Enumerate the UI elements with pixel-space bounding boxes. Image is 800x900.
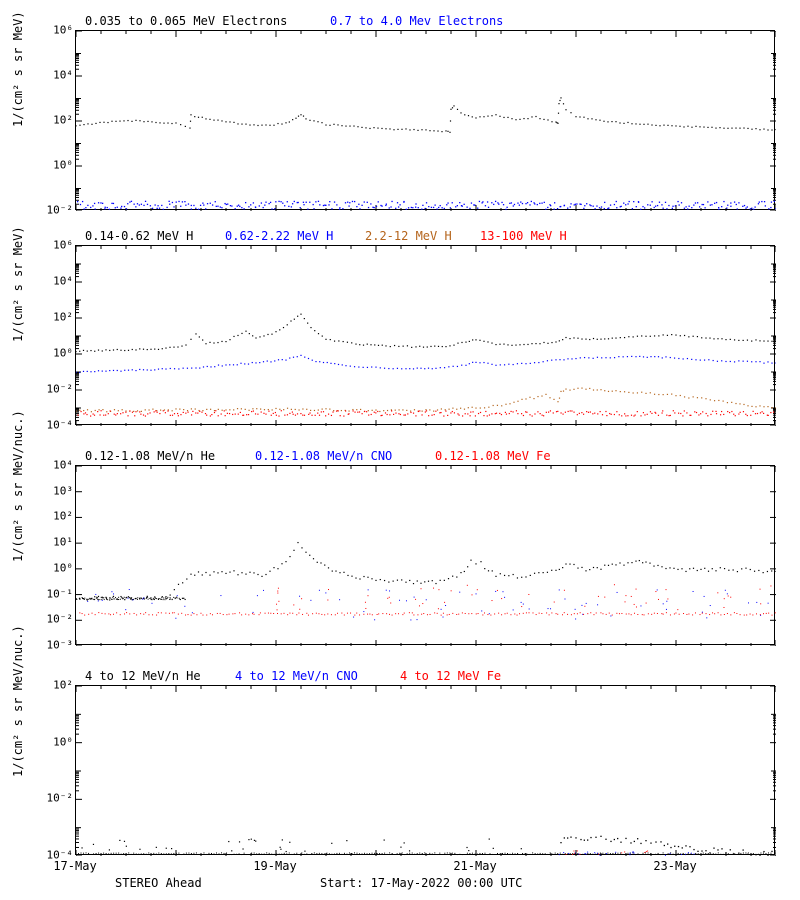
ytick-label: 10⁶ xyxy=(35,239,73,252)
legend-item: 4 to 12 MeV Fe xyxy=(400,669,501,683)
xtick-label: 21-May xyxy=(453,859,496,873)
y-axis-label: 1/(cm² s sr MeV) xyxy=(11,107,25,127)
ytick-label: 10⁰ xyxy=(35,561,73,574)
legend-item: 4 to 12 MeV/n He xyxy=(85,669,201,683)
ytick-label: 10⁰ xyxy=(35,159,73,172)
ytick-label: 10⁴ xyxy=(35,69,73,82)
ytick-label: 10² xyxy=(35,311,73,324)
legend-item: 0.12-1.08 MeV/n He xyxy=(85,449,215,463)
ytick-label: 10⁰ xyxy=(35,347,73,360)
ytick-label: 10¹ xyxy=(35,536,73,549)
chart-panel-3 xyxy=(75,685,775,855)
ytick-label: 10³ xyxy=(35,484,73,497)
ytick-label: 10⁻² xyxy=(35,383,73,396)
panel-svg-0 xyxy=(76,31,776,211)
ytick-label: 10⁰ xyxy=(35,735,73,748)
ytick-label: 10⁻² xyxy=(35,613,73,626)
legend-item: 0.62-2.22 MeV H xyxy=(225,229,333,243)
panel-svg-2 xyxy=(76,466,776,646)
footer-left: STEREO Ahead xyxy=(115,876,202,890)
chart-panel-2 xyxy=(75,465,775,645)
legend-item: 0.14-0.62 MeV H xyxy=(85,229,193,243)
legend-item: 2.2-12 MeV H xyxy=(365,229,452,243)
ytick-label: 10⁶ xyxy=(35,24,73,37)
panel-svg-1 xyxy=(76,246,776,426)
legend-item: 4 to 12 MeV/n CNO xyxy=(235,669,358,683)
xtick-label: 19-May xyxy=(253,859,296,873)
legend-item: 0.035 to 0.065 MeV Electrons xyxy=(85,14,287,28)
footer-center: Start: 17-May-2022 00:00 UTC xyxy=(320,876,522,890)
ytick-label: 10⁻² xyxy=(35,792,73,805)
xtick-label: 23-May xyxy=(653,859,696,873)
ytick-label: 10⁻⁴ xyxy=(35,419,73,432)
y-axis-label: 1/(cm² s sr MeV/nuc.) xyxy=(11,542,25,562)
ytick-label: 10⁻³ xyxy=(35,639,73,652)
legend-item: 0.12-1.08 MeV/n CNO xyxy=(255,449,392,463)
y-axis-label: 1/(cm² s sr MeV/nuc.) xyxy=(11,757,25,777)
ytick-label: 10² xyxy=(35,114,73,127)
xtick-label: 17-May xyxy=(53,859,96,873)
legend-item: 0.12-1.08 MeV Fe xyxy=(435,449,551,463)
ytick-label: 10⁻¹ xyxy=(35,587,73,600)
legend-item: 13-100 MeV H xyxy=(480,229,567,243)
chart-panel-1 xyxy=(75,245,775,425)
ytick-label: 10⁴ xyxy=(35,459,73,472)
panel-svg-3 xyxy=(76,686,776,856)
legend-item: 0.7 to 4.0 Mev Electrons xyxy=(330,14,503,28)
ytick-label: 10⁻² xyxy=(35,204,73,217)
ytick-label: 10² xyxy=(35,510,73,523)
ytick-label: 10⁴ xyxy=(35,275,73,288)
chart-panel-0 xyxy=(75,30,775,210)
ytick-label: 10² xyxy=(35,679,73,692)
y-axis-label: 1/(cm² s sr MeV) xyxy=(11,322,25,342)
